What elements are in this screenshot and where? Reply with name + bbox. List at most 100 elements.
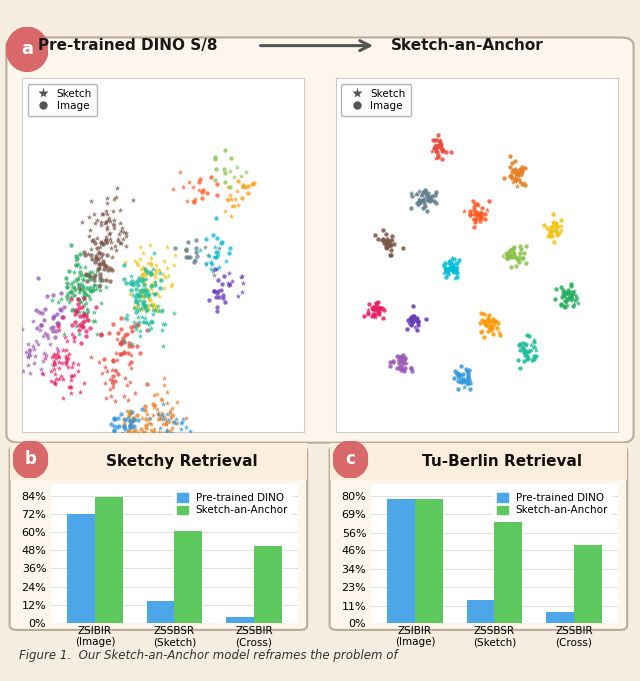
Point [113, 413, 123, 424]
Point [24, 347, 34, 358]
Point [161, 409, 172, 419]
Point [476, 208, 486, 219]
Point [70, 305, 81, 316]
Point [99, 377, 109, 388]
Point [517, 168, 527, 178]
Point [108, 355, 118, 366]
Point [212, 232, 222, 243]
Point [33, 338, 43, 349]
Point [105, 374, 115, 385]
Point [123, 427, 133, 438]
Point [107, 252, 117, 263]
Point [170, 242, 180, 253]
Point [111, 244, 122, 255]
Point [84, 290, 94, 301]
Point [21, 347, 31, 358]
Point [184, 461, 195, 472]
Point [470, 214, 480, 225]
Point [216, 238, 227, 249]
Point [238, 180, 248, 191]
Point [511, 166, 522, 177]
Point [152, 435, 162, 446]
Point [385, 250, 395, 261]
Point [509, 172, 520, 183]
Point [62, 277, 72, 288]
Point [370, 312, 380, 323]
Point [108, 205, 118, 216]
Point [406, 312, 416, 323]
Point [502, 250, 512, 261]
Point [230, 193, 240, 204]
Point [118, 433, 128, 444]
Point [381, 229, 391, 240]
Point [116, 225, 127, 236]
Point [566, 291, 576, 302]
Point [65, 382, 76, 393]
Point [130, 387, 140, 398]
Point [118, 234, 129, 244]
Point [152, 407, 163, 418]
Point [132, 257, 142, 268]
Point [90, 256, 100, 267]
Point [142, 324, 152, 335]
Point [162, 262, 172, 273]
Point [477, 326, 487, 336]
Point [136, 263, 147, 274]
Circle shape [13, 441, 48, 478]
Point [117, 452, 127, 462]
Point [463, 368, 473, 379]
Point [142, 266, 152, 277]
Point [164, 429, 174, 440]
Point [138, 273, 148, 284]
Point [76, 266, 86, 277]
Point [167, 428, 177, 439]
Point [134, 275, 144, 286]
Point [56, 305, 66, 316]
Point [83, 249, 93, 259]
Point [31, 336, 41, 347]
Point [61, 291, 72, 302]
Point [510, 175, 520, 186]
Point [396, 360, 406, 371]
Point [461, 375, 471, 386]
Point [122, 444, 132, 455]
Point [61, 357, 71, 368]
Point [161, 445, 172, 456]
Point [489, 319, 499, 330]
Point [412, 315, 422, 326]
Point [371, 298, 381, 308]
Point [385, 239, 395, 250]
Point [474, 208, 484, 219]
Point [493, 327, 504, 338]
Point [243, 188, 253, 199]
Point [426, 194, 436, 205]
Point [156, 394, 166, 405]
Point [179, 434, 189, 445]
Point [566, 294, 577, 305]
Point [132, 301, 143, 312]
Point [483, 326, 493, 336]
Point [122, 328, 132, 339]
Point [141, 419, 152, 430]
Point [164, 407, 175, 418]
Point [167, 441, 177, 452]
Point [438, 268, 449, 279]
Point [149, 389, 159, 400]
Point [449, 267, 460, 278]
Point [96, 217, 106, 227]
Point [167, 403, 177, 414]
Point [212, 305, 222, 316]
Point [188, 256, 198, 267]
Point [413, 197, 424, 208]
Point [134, 330, 145, 341]
Point [419, 188, 429, 199]
Point [73, 294, 83, 304]
Point [122, 394, 132, 405]
Point [161, 424, 172, 435]
Point [510, 175, 520, 186]
Point [559, 290, 569, 301]
Point [135, 254, 145, 265]
Point [396, 351, 406, 362]
Point [71, 254, 81, 265]
Point [156, 306, 166, 317]
